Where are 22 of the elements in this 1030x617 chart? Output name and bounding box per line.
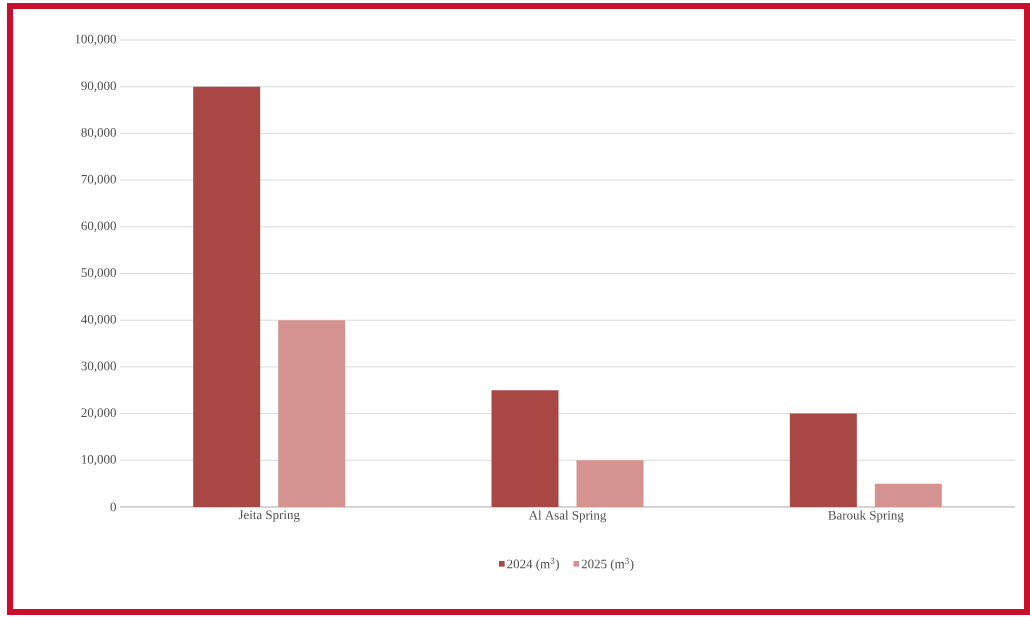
y-tick-label: 60,000 [81, 221, 116, 233]
y-tick-label: 80,000 [81, 128, 116, 139]
y-tick-label: 50,000 [81, 268, 116, 279]
x-tick-label: Al Asal Spring [528, 510, 607, 523]
y-tick-label: 10,000 [82, 454, 116, 466]
y-tick-label: 30,000 [81, 361, 116, 373]
y-tick-label: 100,000 [75, 34, 116, 46]
bar [874, 483, 942, 507]
y-tick-label: 70,000 [81, 174, 116, 186]
bar [576, 460, 644, 507]
bar [789, 413, 857, 507]
y-tick-label: 0 [110, 502, 116, 512]
legend-label: 2025 (m$^{3}$) [581, 557, 634, 571]
y-tick-label: 90,000 [81, 81, 116, 92]
y-tick-label: 20,000 [81, 408, 116, 419]
x-tick-label: Barouk Spring [828, 510, 904, 523]
bar [278, 320, 346, 507]
x-tick-label: Jeita Spring [238, 510, 300, 522]
bar [193, 86, 261, 507]
legend-label: 2024 (m$^{3}$) [507, 557, 559, 571]
bar [491, 390, 559, 507]
y-tick-label: 40,000 [81, 314, 116, 326]
